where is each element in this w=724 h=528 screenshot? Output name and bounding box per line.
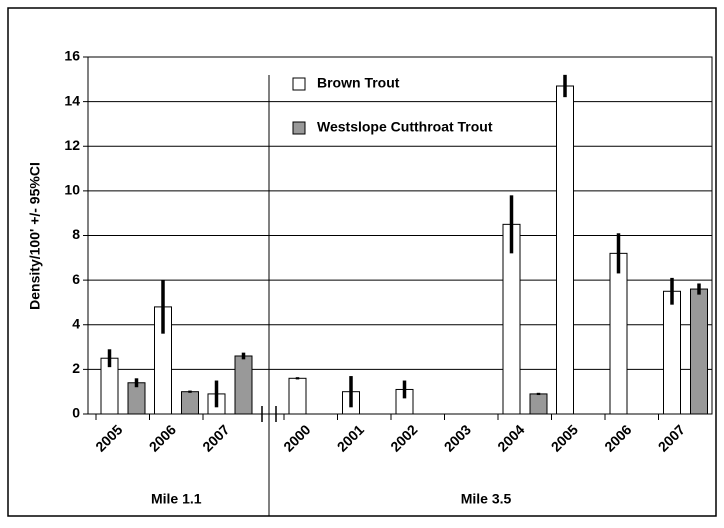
bar <box>288 377 307 415</box>
legend-swatch <box>292 77 306 91</box>
y-tick-label: 14 <box>64 92 80 108</box>
y-tick-label: 16 <box>64 48 80 64</box>
y-tick-label: 12 <box>64 137 80 153</box>
y-tick-label: 10 <box>64 182 80 198</box>
legend-swatch <box>292 121 306 135</box>
bar <box>529 393 548 415</box>
legend-label: Westslope Cutthroat Trout <box>317 119 493 135</box>
bar <box>556 85 574 415</box>
bar <box>663 290 681 415</box>
group-label: Mile 1.1 <box>151 491 202 507</box>
y-axis-label: Density/100' +/- 95%CI <box>27 162 43 310</box>
bar <box>690 288 708 415</box>
y-tick-label: 0 <box>72 405 80 421</box>
y-tick-label: 8 <box>72 226 80 242</box>
bar <box>181 391 199 415</box>
legend-label: Brown Trout <box>317 75 400 91</box>
bar <box>609 252 628 415</box>
y-tick-label: 2 <box>72 360 80 376</box>
bar <box>234 355 253 415</box>
bar <box>127 382 146 415</box>
group-label: Mile 3.5 <box>461 491 512 507</box>
y-tick-label: 6 <box>72 271 80 287</box>
y-tick-label: 4 <box>72 315 80 331</box>
